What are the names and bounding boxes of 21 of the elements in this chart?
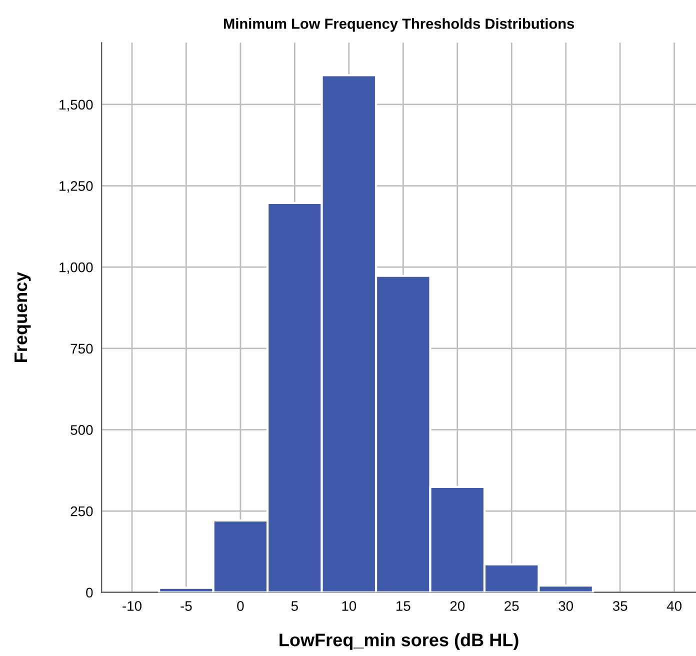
x-tick-label: 35: [612, 601, 628, 611]
y-tick-label: 0: [86, 588, 93, 598]
x-tick-label: 0: [237, 601, 244, 611]
y-tick-label: 1,250: [60, 181, 93, 193]
x-tick-label: 15: [396, 601, 410, 611]
x-tick-label: 25: [504, 601, 519, 611]
y-tick-label: 750: [70, 344, 93, 354]
x-tick-label: 30: [558, 601, 574, 611]
x-tick-label: 20: [450, 601, 465, 611]
chart-title: Minimum Low Frequency Thresholds Distributions: [224, 18, 574, 32]
y-axis-title: Frequency: [14, 272, 31, 362]
x-tick-label: 40: [666, 601, 682, 611]
x-tick-label: 10: [342, 601, 356, 611]
y-tick-label: 1,500: [60, 100, 93, 112]
x-tick-label: -5: [180, 601, 192, 611]
y-tick-label: 250: [70, 506, 93, 516]
y-tick-label: 1,000: [60, 262, 93, 274]
x-tick-label: -10: [122, 601, 142, 611]
x-tick-label: 5: [291, 601, 298, 611]
y-tick-label: 500: [70, 425, 93, 435]
x-axis-title: LowFreq_min sores (dB HL): [280, 633, 518, 650]
